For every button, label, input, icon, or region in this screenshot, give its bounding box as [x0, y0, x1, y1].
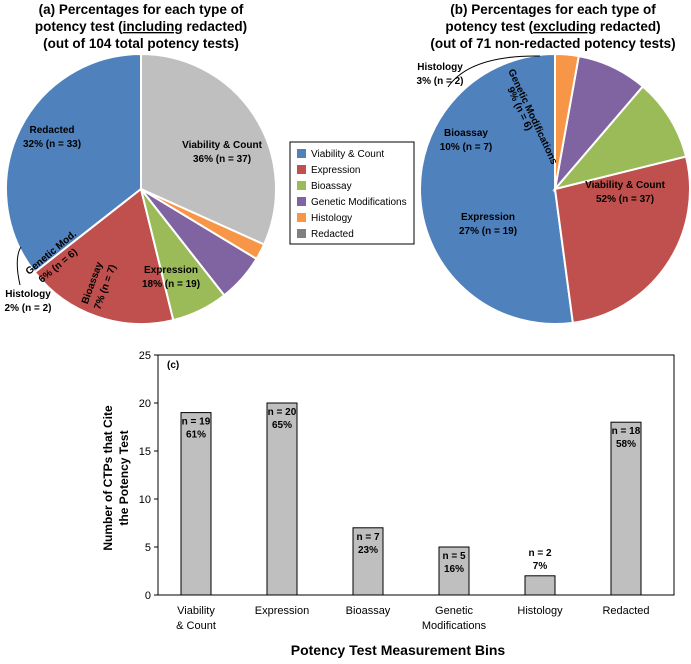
bar-n-label-redacted: n = 18	[612, 426, 641, 437]
pie-a-label-expression: Expression	[144, 265, 198, 276]
legend-label-redacted: Redacted	[311, 229, 354, 240]
legend-box	[289, 141, 415, 245]
pie-a-title-line2: potency test (including redacted)	[35, 19, 247, 34]
pie-a-title: (a) Percentages for each type of potency…	[35, 2, 247, 51]
legend-label-genetic-modifications: Genetic Modifications	[311, 197, 407, 208]
pie-b-label-bioassay: Bioassay	[444, 128, 488, 139]
bar-series: n = 19 61% n = 20 65% n = 7 23% n = 5 16% n = 2 7…	[180, 402, 642, 596]
pie-a-label-histology: Histology	[5, 289, 51, 300]
bar-x-axis-title: Potency Test Measurement Bins	[291, 642, 506, 658]
pie-b-title-line3: (out of 71 non-redacted potency tests)	[430, 36, 675, 51]
x-tick-expression-line1: Expression	[255, 605, 309, 617]
pie-a-slice-expression	[33, 187, 175, 325]
x-tick-bioassay-line1: Bioassay	[346, 605, 391, 617]
pie-a-label-redacted-pct: 32% (n = 33)	[23, 139, 81, 150]
pie-a-label-viability-pct: 36% (n = 37)	[193, 154, 251, 165]
y-tick-5: 5	[145, 542, 151, 554]
pie-b-slice-viability-count	[418, 52, 574, 325]
bar-plot-area	[157, 354, 675, 596]
y-tick-15: 15	[139, 446, 151, 458]
pie-chart-a	[5, 52, 277, 325]
pie-b-slice-histology	[554, 52, 580, 190]
pie-a-label-expression-pct: 18% (n = 19)	[142, 279, 200, 290]
x-tick-histology-line1: Histology	[517, 605, 563, 617]
pie-chart-b	[418, 52, 691, 325]
bar-pct-label-histology: 7%	[533, 561, 548, 572]
y-tick-0: 0	[145, 590, 151, 602]
bar-n-label-genetic-modifications: n = 5	[442, 551, 466, 562]
pie-b-title-line1: (b) Percentages for each type of	[450, 2, 656, 17]
bar-pct-label-viability-count: 61%	[186, 430, 206, 441]
legend-swatch-bioassay	[297, 181, 306, 190]
pie-a-label-viability: Viability & Count	[182, 140, 262, 151]
bar-y-axis: 0 5 10 15 20 25	[139, 350, 158, 602]
legend-swatch-viability-count	[297, 149, 306, 158]
legend-swatch-redacted	[297, 229, 306, 238]
legend-label-histology: Histology	[311, 213, 352, 224]
legend-swatch-histology	[297, 213, 306, 222]
pie-b-histology-leader	[447, 55, 541, 88]
bar-n-label-viability-count: n = 19	[182, 417, 211, 428]
legend-label-expression: Expression	[311, 165, 360, 176]
x-tick-redacted-line1: Redacted	[602, 605, 649, 617]
bar-histology	[524, 575, 556, 596]
pie-b-label-histology: Histology	[417, 62, 463, 73]
bar-y-axis-title-line1: Number of CTPs that Cite	[101, 405, 115, 551]
y-tick-10: 10	[139, 494, 151, 506]
pie-b-label-viability: Viability & Count	[585, 180, 665, 191]
pie-b-label-histology-pct: 3% (n = 2)	[417, 76, 464, 87]
pie-b-label-expression-pct: 27% (n = 19)	[459, 226, 517, 237]
pie-a-title-line1: (a) Percentages for each type of	[39, 2, 244, 17]
pie-b-slice-bioassay	[552, 85, 688, 191]
legend-swatch-genetic-modifications	[297, 197, 306, 206]
bar-pct-label-genetic-modifications: 16%	[444, 564, 464, 575]
bar-n-label-histology: n = 2	[528, 548, 552, 559]
bar-y-axis-title-line2: the Potency Test	[117, 430, 131, 525]
pie-b-title: (b) Percentages for each type of potency…	[430, 2, 675, 51]
pie-b-title-line2: potency test (excluding redacted)	[445, 19, 660, 34]
bar-bioassay	[352, 527, 384, 596]
pie-a-label-histology-pct: 2% (n = 2)	[5, 303, 52, 314]
pie-b-label-viability-pct: 52% (n = 37)	[596, 194, 654, 205]
bar-x-axis: Viability & Count Expression Bioassay Geneti…	[176, 605, 649, 632]
pie-b-label-bioassay-pct: 10% (n = 7)	[440, 142, 493, 153]
pie-a-title-line3: (out of 104 total potency tests)	[43, 36, 239, 51]
bar-pct-label-bioassay: 23%	[358, 545, 378, 556]
x-tick-viability-count-line1: Viability	[177, 605, 215, 617]
legend: Viability & Count Expression Bioassay Genet…	[289, 141, 415, 245]
pie-b-label-expression: Expression	[461, 212, 515, 223]
bar-n-label-expression: n = 20	[268, 407, 297, 418]
bar-pct-label-expression: 65%	[272, 420, 292, 431]
bar-n-label-bioassay: n = 7	[356, 532, 380, 543]
bar-genetic-modifications	[438, 546, 470, 596]
y-tick-25: 25	[139, 350, 151, 362]
pie-b-slice-expression	[553, 155, 691, 324]
legend-label-bioassay: Bioassay	[311, 181, 352, 192]
bar-panel-label: (c)	[167, 360, 179, 371]
x-tick-genetic-modifications-line1: Genetic	[435, 605, 473, 617]
legend-swatch-expression	[297, 165, 306, 174]
pie-a-slice-redacted	[140, 52, 277, 246]
x-tick-viability-count-line2: & Count	[176, 620, 216, 632]
legend-label-viability-count: Viability & Count	[311, 149, 384, 160]
bar-pct-label-redacted: 58%	[616, 439, 636, 450]
pie-a-label-redacted: Redacted	[29, 125, 74, 136]
pie-a-histology-leader	[16, 246, 22, 286]
bar-chart-c: (c) 0 5 10 15 20 25 n = 19 61% n = 20 65% n = 7 23…	[101, 350, 675, 658]
bar-expression	[266, 402, 298, 596]
bar-viability-count	[180, 412, 212, 596]
x-tick-genetic-modifications-line2: Modifications	[422, 620, 487, 632]
bar-redacted	[610, 421, 642, 596]
pie-a-slice-viability-count	[5, 52, 142, 274]
y-tick-20: 20	[139, 398, 151, 410]
